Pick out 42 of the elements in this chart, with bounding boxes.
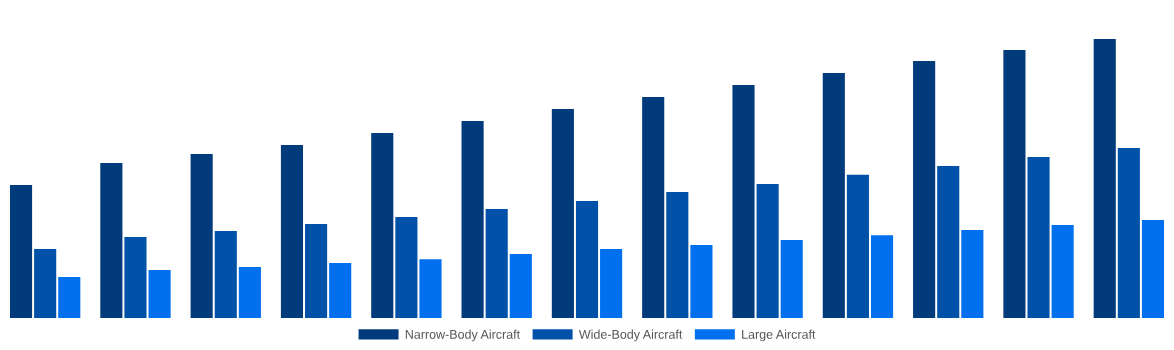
bar [1051,225,1074,318]
bar [305,223,328,318]
legend-label: Wide-Body Aircraft [578,329,683,342]
bar [937,165,960,318]
bar [642,97,665,318]
bar [780,239,803,318]
bar [371,133,394,318]
bar [124,237,147,318]
bar [395,217,418,318]
bar [9,184,33,318]
bar [666,191,689,318]
legend-label: Narrow-Body Aircraft [405,329,521,342]
bar [190,153,213,318]
bar [461,121,484,318]
bar [961,230,984,318]
bar [690,244,713,318]
bar [822,73,845,318]
bar [419,259,442,318]
bar [58,276,81,318]
bar [214,230,237,318]
bar [148,270,171,318]
bar [1117,148,1140,318]
legend-label: Large Aircraft [742,329,816,342]
bar [34,249,57,318]
bar [485,208,508,318]
bar [846,174,869,318]
bar [551,109,574,318]
bar [238,266,261,318]
bar [280,145,304,318]
bar [329,263,352,318]
bar [1027,157,1050,318]
bar [732,85,755,318]
bar [575,201,599,318]
bar [100,162,123,318]
bar [1003,49,1026,318]
bar [870,235,894,318]
bar [756,184,779,318]
bar [600,249,623,318]
bar [1093,39,1116,318]
bar [1141,220,1165,318]
bar [509,254,532,318]
bar [913,61,936,318]
